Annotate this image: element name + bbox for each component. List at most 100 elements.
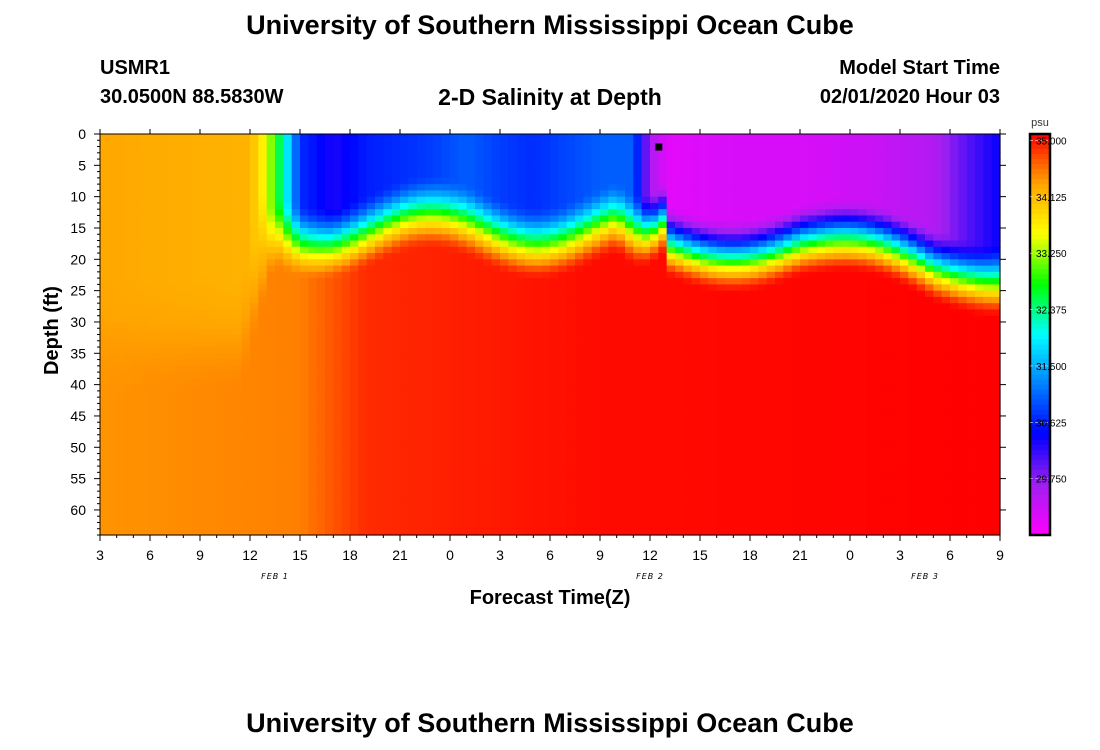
heatmap-cell: [516, 491, 526, 499]
heatmap-cell: [650, 196, 659, 204]
heatmap-cell: [108, 278, 118, 285]
heatmap-cell: [541, 296, 551, 304]
heatmap-cell: [341, 403, 351, 411]
heatmap-cell: [400, 140, 409, 148]
heatmap-cell: [466, 415, 476, 423]
heatmap-cell: [741, 146, 751, 154]
heatmap-cell: [558, 509, 568, 517]
heatmap-cell: [316, 271, 326, 279]
heatmap-cell: [541, 397, 551, 405]
heatmap-cell: [225, 484, 234, 492]
heatmap-cell: [533, 190, 543, 198]
heatmap-cell: [325, 359, 334, 367]
heatmap-cell: [558, 265, 568, 273]
heatmap-cell: [500, 209, 509, 217]
heatmap-cell: [433, 484, 443, 492]
heatmap-cell: [516, 284, 526, 292]
heatmap-cell: [583, 434, 593, 442]
heatmap-cell: [691, 209, 701, 217]
heatmap-cell: [333, 227, 343, 235]
heatmap-cell: [108, 253, 118, 260]
heatmap-cell: [525, 296, 534, 304]
heatmap-cell: [608, 159, 618, 166]
heatmap-cell: [508, 165, 518, 173]
heatmap-cell: [200, 497, 209, 505]
heatmap-cell: [541, 378, 551, 386]
heatmap-cell: [691, 397, 701, 405]
heatmap-cell: [225, 384, 234, 392]
heatmap-cell: [633, 271, 643, 279]
heatmap-cell: [450, 196, 459, 204]
heatmap-cell: [375, 453, 384, 461]
heatmap-cell: [591, 409, 601, 417]
heatmap-cell: [591, 202, 601, 210]
heatmap-cell: [491, 378, 501, 386]
heatmap-cell: [508, 321, 518, 329]
heatmap-cell: [741, 190, 751, 198]
heatmap-cell: [308, 528, 318, 536]
heatmap-cell: [108, 528, 118, 536]
heatmap-cell: [158, 497, 168, 505]
heatmap-cell: [675, 347, 684, 354]
heatmap-cell: [725, 466, 734, 473]
heatmap-cell: [575, 221, 584, 229]
heatmap-cell: [200, 403, 209, 411]
heatmap-cell: [650, 397, 659, 405]
heatmap-cell: [533, 441, 543, 448]
heatmap-cell: [133, 321, 143, 329]
heatmap-cell: [150, 202, 159, 210]
heatmap-cell: [350, 146, 359, 154]
heatmap-cell: [450, 184, 459, 191]
heatmap-cell: [350, 428, 359, 436]
heatmap-cell: [525, 259, 534, 267]
heatmap-cell: [591, 284, 601, 292]
heatmap-cell: [508, 447, 518, 455]
heatmap-cell: [675, 253, 684, 260]
heatmap-cell: [491, 334, 501, 342]
heatmap-cell: [358, 459, 368, 467]
heatmap-cell: [491, 422, 501, 430]
heatmap-cell: [525, 390, 534, 398]
heatmap-cell: [691, 246, 701, 254]
heatmap-cell: [575, 403, 584, 411]
heatmap-cell: [175, 177, 184, 185]
heatmap-cell: [525, 434, 534, 442]
heatmap-cell: [433, 234, 443, 242]
heatmap-cell: [616, 171, 626, 179]
heatmap-cell: [550, 227, 559, 235]
heatmap-cell: [725, 359, 734, 367]
heatmap-cell: [733, 422, 743, 430]
heatmap-cell: [466, 528, 476, 536]
heatmap-cell: [416, 234, 426, 242]
heatmap-cell: [591, 152, 601, 160]
heatmap-cell: [558, 190, 568, 198]
heatmap-cell: [525, 472, 534, 480]
heatmap-cell: [325, 472, 334, 480]
heatmap-cell: [700, 227, 709, 235]
heatmap-cell: [716, 146, 726, 154]
heatmap-cell: [733, 503, 743, 511]
heatmap-cell: [491, 321, 501, 329]
heatmap-cell: [300, 234, 309, 242]
heatmap-cell: [450, 165, 459, 173]
heatmap-cell: [100, 140, 109, 148]
heatmap-cell: [491, 209, 501, 217]
heatmap-cell: [475, 509, 484, 517]
heatmap-cell: [175, 409, 184, 417]
heatmap-cell: [633, 259, 643, 267]
heatmap-cell: [466, 365, 476, 373]
heatmap-cell: [375, 340, 384, 348]
heatmap-cell: [400, 134, 409, 141]
heatmap-cell: [150, 484, 159, 492]
heatmap-cell: [466, 497, 476, 505]
heatmap-cell: [475, 466, 484, 473]
heatmap-cell: [633, 196, 643, 204]
heatmap-cell: [150, 265, 159, 273]
heatmap-cell: [350, 259, 359, 267]
heatmap-cell: [716, 509, 726, 517]
heatmap-cell: [300, 190, 309, 198]
heatmap-cell: [550, 459, 559, 467]
heatmap-cell: [416, 259, 426, 267]
heatmap-cell: [241, 497, 251, 505]
heatmap-cell: [158, 209, 168, 217]
